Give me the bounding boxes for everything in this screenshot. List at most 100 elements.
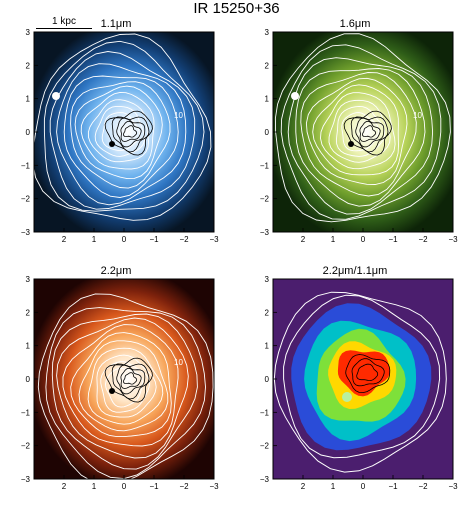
figure-title: IR 15250+36	[193, 0, 280, 17]
y-tick-label: −3	[21, 228, 31, 237]
contour	[100, 361, 150, 413]
contour	[123, 372, 138, 385]
x-tick-label: −3	[448, 482, 458, 491]
y-tick-label: −2	[260, 195, 270, 204]
contour	[101, 112, 140, 152]
nucleus-marker	[109, 141, 115, 147]
image-gradient	[34, 32, 214, 232]
y-tick-label: 2	[265, 308, 270, 317]
contour	[62, 324, 179, 447]
y-tick-label: 3	[26, 275, 31, 284]
x-tick-label: 1	[331, 482, 336, 491]
contour	[56, 63, 187, 206]
x-tick-label: −3	[209, 482, 219, 491]
panel-2-2um: 2.2μm 10 2 1 0 −1 −2 −3 3 2 1 0 −1 −2 −3	[10, 265, 222, 495]
y-tick-label: 2	[265, 61, 270, 70]
image-area: 10	[34, 32, 214, 232]
contour	[63, 75, 179, 198]
y-tick-label: −3	[260, 475, 270, 484]
ratio-spot	[342, 392, 352, 402]
y-tick-label: 2	[26, 308, 31, 317]
contour	[74, 85, 163, 180]
x-tick-label: 1	[331, 235, 336, 244]
contour	[104, 357, 153, 403]
image-area	[273, 279, 453, 479]
contour	[123, 125, 138, 138]
contour	[359, 120, 381, 142]
x-tick-label: −2	[418, 482, 428, 491]
contour	[283, 294, 441, 459]
contour-label: 10	[413, 111, 422, 120]
nucleus-marker	[109, 388, 115, 394]
contour	[111, 363, 150, 400]
y-tick-label: −3	[260, 228, 270, 237]
x-tick-label: 2	[301, 482, 306, 491]
x-tick-label: −2	[418, 235, 428, 244]
scale-bar-line	[36, 28, 92, 29]
x-tick-label: −2	[179, 482, 189, 491]
y-tick-label: 2	[26, 61, 31, 70]
contour	[120, 120, 142, 142]
contour	[300, 72, 417, 197]
contour	[70, 332, 172, 438]
contour	[70, 81, 171, 189]
companion-source	[291, 92, 299, 100]
y-tick-label: −2	[21, 195, 31, 204]
y-tick-label: −3	[21, 475, 31, 484]
contour	[328, 99, 391, 163]
image-area: 10	[273, 32, 453, 232]
contour	[355, 117, 385, 148]
contour	[56, 317, 189, 459]
contour	[280, 44, 442, 220]
y-tick-label: 1	[265, 95, 270, 104]
panel-1-1um: 1.1μm 10 2 1 0 −1 −2 −3 3 2 1 0 −1 −2 −3	[10, 18, 222, 248]
panel-ratio: 2.2μm/1.1μm 2 1 0 −1 −2 −3 3 2 1 0 −1 −2 −3	[249, 265, 461, 495]
x-tick-label: 1	[92, 235, 97, 244]
y-tick-label: 1	[26, 342, 31, 351]
x-tick-label: −1	[149, 482, 159, 491]
x-tick-label: 0	[361, 235, 366, 244]
contour	[105, 367, 143, 408]
contour	[345, 354, 391, 394]
y-tick-label: 3	[265, 28, 270, 37]
y-tick-label: 1	[26, 95, 31, 104]
contour	[87, 347, 164, 425]
panel-title: 1.6μm	[339, 18, 371, 30]
x-tick-label: 0	[122, 235, 127, 244]
x-tick-label: 2	[62, 482, 67, 491]
contour	[356, 363, 379, 382]
y-tick-label: −1	[260, 161, 270, 170]
y-tick-label: 0	[265, 128, 270, 137]
contour	[111, 116, 150, 153]
y-tick-label: 0	[26, 375, 31, 384]
contour	[287, 57, 434, 215]
image-gradient	[34, 279, 214, 479]
ratio-blob	[337, 350, 390, 397]
x-tick-label: −3	[448, 235, 458, 244]
y-tick-label: 0	[265, 375, 270, 384]
scale-bar-label: 1 kpc	[52, 16, 76, 27]
x-tick-label: 1	[92, 482, 97, 491]
x-tick-label: 0	[361, 482, 366, 491]
y-tick-label: 1	[265, 342, 270, 351]
image-gradient	[273, 32, 453, 232]
contour	[305, 77, 408, 185]
image-area: 10	[34, 279, 214, 479]
x-tick-label: −3	[209, 235, 219, 244]
contour	[343, 110, 392, 156]
x-tick-label: 2	[62, 235, 67, 244]
x-tick-label: −1	[149, 235, 159, 244]
panel-title: 2.2μm	[100, 265, 132, 277]
y-tick-label: 0	[26, 128, 31, 137]
contour	[341, 112, 379, 152]
contour	[295, 68, 426, 207]
scale-bar: 1 kpc	[36, 16, 92, 30]
y-tick-label: −1	[21, 161, 31, 170]
contour	[104, 110, 153, 156]
x-tick-label: 2	[301, 235, 306, 244]
contour	[312, 84, 399, 176]
panel-image: 2 1 0 −1 −2 −3 3 2 1 0 −1 −2 −3	[260, 275, 458, 491]
nucleus-marker	[348, 141, 354, 147]
